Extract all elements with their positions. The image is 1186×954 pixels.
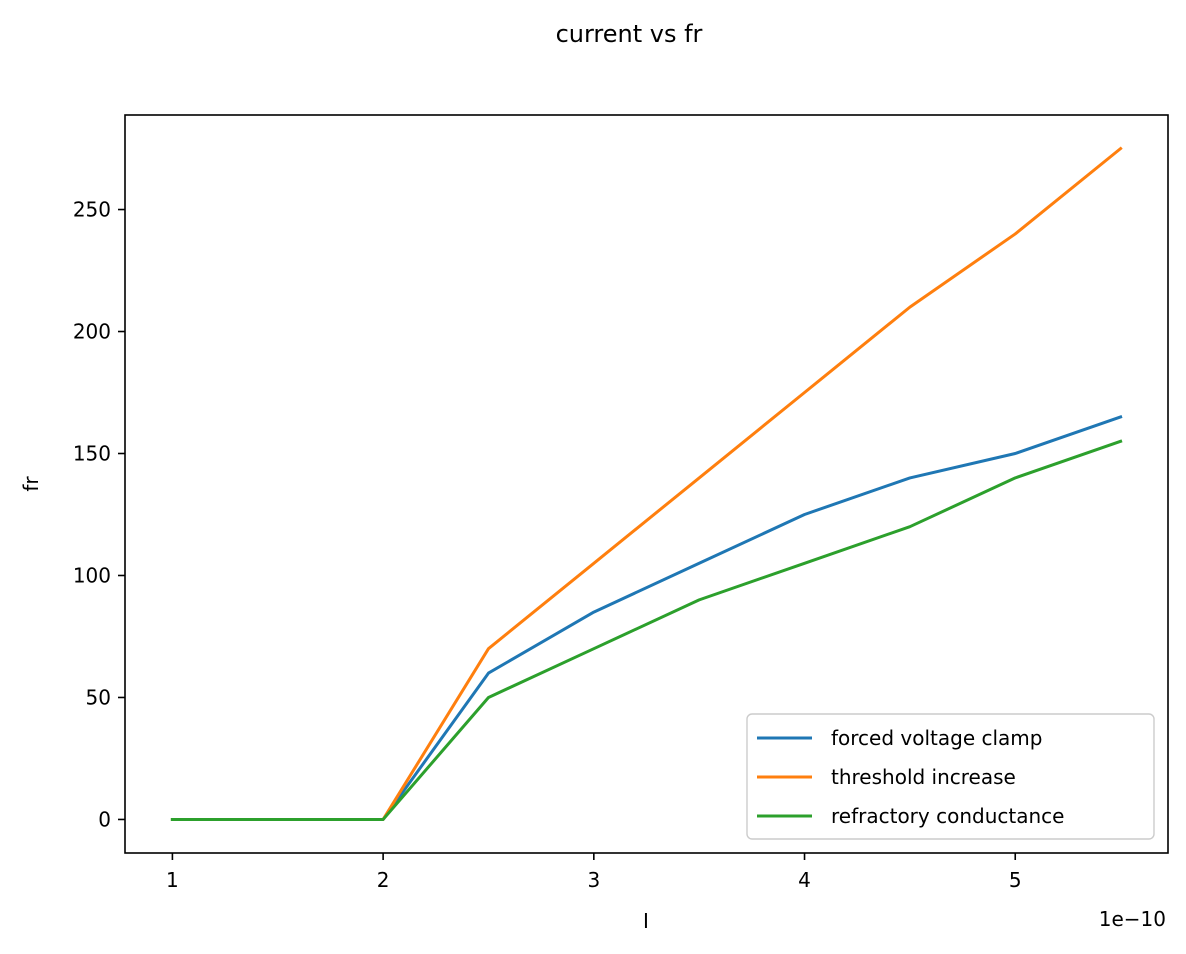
y-axis: 0 50 100 150 200 250: [73, 198, 125, 831]
series-line-1: [170, 146, 1123, 821]
y-tick-label: 200: [73, 320, 111, 344]
x-axis: 1 2 3 4 5: [166, 853, 1022, 892]
x-tick-label: 5: [1009, 868, 1022, 892]
chart-title: current vs fr: [556, 20, 703, 48]
series-line-0: [170, 415, 1123, 821]
legend: forced voltage clamp threshold increase re…: [746, 713, 1155, 840]
x-tick-label: 4: [798, 868, 811, 892]
series-layer: [170, 146, 1123, 821]
y-tick-label: 100: [73, 563, 111, 587]
y-tick-label: 250: [73, 198, 111, 222]
y-axis-title: fr: [19, 476, 43, 492]
x-tick-label: 2: [377, 868, 390, 892]
x-axis-title: I: [643, 909, 649, 933]
x-tick-label: 3: [587, 868, 600, 892]
plot-frame: [124, 114, 1169, 854]
legend-label-2: refractory conductance: [831, 804, 1064, 828]
series-line-2: [170, 439, 1123, 821]
x-axis-offset-text: 1e−10: [1099, 907, 1166, 931]
x-tick-label: 1: [166, 868, 179, 892]
y-tick-label: 0: [98, 807, 111, 831]
y-tick-label: 50: [86, 685, 111, 709]
legend-label-0: forced voltage clamp: [831, 726, 1042, 750]
y-tick-label: 150: [73, 442, 111, 466]
legend-label-1: threshold increase: [831, 765, 1016, 789]
legend-box: [746, 713, 1155, 840]
